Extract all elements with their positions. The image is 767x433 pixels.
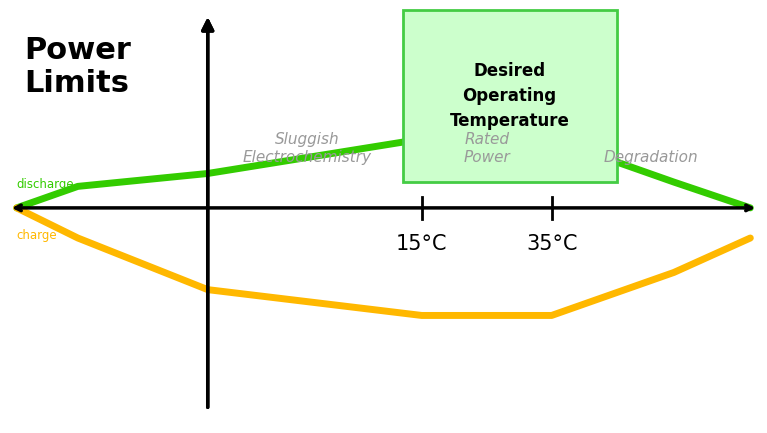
FancyBboxPatch shape	[403, 10, 617, 182]
Text: 35°C: 35°C	[526, 234, 578, 254]
Text: Desired
Operating
Temperature: Desired Operating Temperature	[449, 62, 570, 130]
Text: Sluggish
Electrochemistry: Sluggish Electrochemistry	[242, 132, 371, 165]
Text: charge: charge	[17, 229, 58, 242]
Text: Degradation: Degradation	[604, 150, 698, 165]
Text: discharge: discharge	[17, 178, 74, 191]
Text: 15°C: 15°C	[396, 234, 447, 254]
Text: Rated
Power: Rated Power	[463, 132, 510, 165]
Text: Power
Limits: Power Limits	[25, 36, 131, 98]
